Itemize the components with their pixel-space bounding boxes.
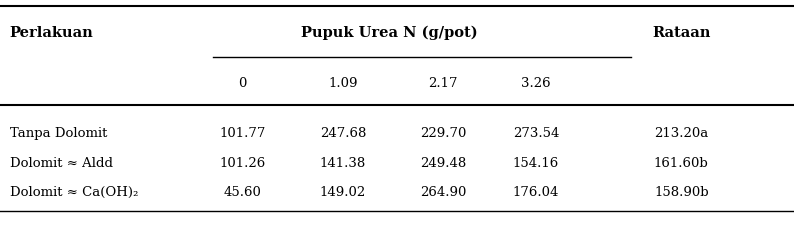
Text: Pupuk Urea N (g/pot): Pupuk Urea N (g/pot) (301, 26, 477, 40)
Text: Perlakuan: Perlakuan (10, 26, 93, 40)
Text: Tanpa Dolomit: Tanpa Dolomit (10, 126, 107, 139)
Text: 154.16: 154.16 (513, 156, 559, 169)
Text: 101.26: 101.26 (219, 156, 265, 169)
Text: 3.26: 3.26 (521, 76, 551, 89)
Text: 0: 0 (238, 76, 246, 89)
Text: 45.60: 45.60 (223, 185, 261, 198)
Text: 264.90: 264.90 (420, 185, 466, 198)
Text: Rataan: Rataan (652, 26, 711, 40)
Text: 149.02: 149.02 (320, 185, 366, 198)
Text: 1.09: 1.09 (328, 76, 358, 89)
Text: 2.17: 2.17 (428, 76, 458, 89)
Text: Dolomit ≈ Aldd: Dolomit ≈ Aldd (10, 156, 113, 169)
Text: 213.20a: 213.20a (654, 126, 708, 139)
Text: 141.38: 141.38 (320, 156, 366, 169)
Text: 101.77: 101.77 (219, 126, 265, 139)
Text: 176.04: 176.04 (513, 185, 559, 198)
Text: 247.68: 247.68 (320, 126, 366, 139)
Text: Dolomit ≈ Ca(OH)₂: Dolomit ≈ Ca(OH)₂ (10, 185, 138, 198)
Text: 273.54: 273.54 (513, 126, 559, 139)
Text: 249.48: 249.48 (420, 156, 466, 169)
Text: 161.60b: 161.60b (654, 156, 708, 169)
Text: 158.90b: 158.90b (654, 185, 708, 198)
Text: 229.70: 229.70 (420, 126, 466, 139)
